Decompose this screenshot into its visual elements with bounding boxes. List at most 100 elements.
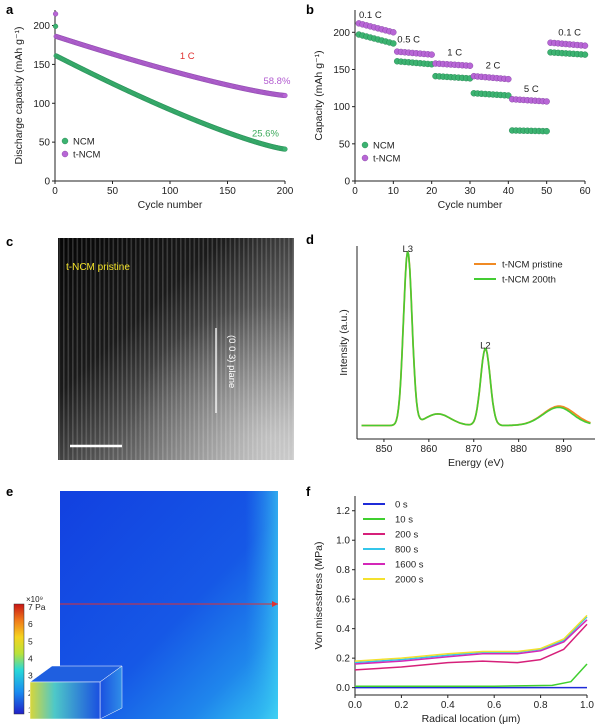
legend-label: 2000 s: [395, 575, 424, 586]
colorbar-tick-label: 7 Pa: [28, 602, 46, 612]
data-point: [282, 92, 288, 99]
x-tick-label: 20: [426, 186, 438, 197]
y-tick-label: 0.4: [336, 624, 350, 635]
x-tick-label: 60: [579, 186, 591, 197]
legend-label: 0 s: [395, 500, 408, 511]
colorbar-exponent: ×10⁹: [26, 595, 43, 604]
y-tick-label: 200: [333, 28, 350, 39]
annotation: 58.8%: [263, 76, 290, 87]
annotation: 1 C: [180, 51, 195, 62]
panel-label-f: f: [306, 484, 311, 499]
data-point: [466, 62, 474, 69]
x-tick-label: 870: [465, 444, 482, 455]
x-tick-label: 880: [510, 444, 527, 455]
colorbar-tick-label: 5: [28, 636, 33, 646]
legend-marker: [61, 150, 69, 158]
peak-label: L3: [402, 244, 413, 255]
data-point: [505, 75, 512, 83]
y-tick-label: 0: [344, 177, 350, 188]
data-point: [282, 146, 288, 152]
panel-e: e ×10⁹ 7 Pa654321: [0, 478, 300, 726]
legend-label: t-NCM pristine: [502, 260, 563, 271]
radial-arrowhead: [272, 601, 278, 607]
legend-label: 10 s: [395, 515, 413, 526]
y-axis-label: Discharge capacity (mAh g⁻¹): [13, 26, 25, 164]
legend-label: NCM: [73, 137, 95, 148]
panel-label-a: a: [6, 2, 14, 17]
y-tick-label: 0.0: [336, 683, 350, 694]
y-tick-label: 0.2: [336, 654, 350, 665]
micrograph-caption: t-NCM pristine: [66, 262, 130, 273]
x-tick-label: 200: [277, 186, 294, 197]
panel-label-d: d: [306, 232, 314, 247]
data-point: [390, 40, 397, 47]
x-tick-label: 0: [52, 186, 58, 197]
y-axis-label: Von misesstress (MPa): [313, 542, 325, 650]
y-tick-label: 100: [33, 99, 50, 110]
rate-label: 0.1 C: [359, 10, 382, 21]
rate-label: 5 C: [524, 84, 539, 95]
y-tick-label: 0.6: [336, 595, 350, 606]
data-point: [581, 51, 589, 58]
panel-b: b 0 10 20 30 40 50 60 0 50 100 150 200 Cycle number C…: [300, 0, 600, 222]
data-point: [543, 127, 550, 135]
x-tick-label: 150: [219, 186, 236, 197]
rate-label: 1 C: [447, 47, 462, 58]
y-tick-label: 50: [339, 139, 351, 150]
x-tick-label: 10: [388, 186, 400, 197]
y-axis-label: Intensity (a.u.): [338, 309, 350, 376]
y-tick-label: 200: [33, 21, 50, 32]
x-tick-label: 100: [162, 186, 179, 197]
x-tick-label: 30: [464, 186, 476, 197]
chart-f: f 0.0 0.2 0.4 0.6 0.8 1.0 0.0 0.2 0.4 0.6 0.8 1.0 1.…: [306, 484, 594, 725]
stress-map-e: e ×10⁹ 7 Pa654321: [6, 484, 278, 720]
legend-label: 200 s: [395, 530, 418, 541]
x-tick-label: 40: [503, 186, 515, 197]
panel-d: d 850 860 870 880 890 Energy (eV) Intensity (a…: [300, 228, 600, 478]
y-tick-label: 50: [39, 138, 51, 149]
series-t-ncm: [52, 11, 288, 99]
curve-2000-s: [354, 614, 588, 662]
data-point: [390, 29, 397, 36]
peak-label: L2: [480, 340, 491, 351]
colorbar-tick-label: 6: [28, 619, 33, 629]
data-point: [52, 23, 59, 29]
x-axis-label: Cycle number: [438, 199, 503, 211]
y-tick-label: 0: [44, 177, 50, 188]
series-ncm: [52, 23, 288, 152]
legend-label: 800 s: [395, 545, 418, 556]
panel-label-e: e: [6, 484, 13, 499]
legend-label: NCM: [373, 141, 395, 152]
x-tick-label: 50: [107, 186, 119, 197]
panel-c: c t-NCM pristine (0 0 3) plane: [0, 228, 300, 468]
x-tick-label: 860: [421, 444, 438, 455]
data-point: [505, 92, 512, 99]
x-tick-label: 850: [376, 444, 393, 455]
x-tick-label: 890: [555, 444, 572, 455]
y-tick-label: 150: [33, 60, 50, 71]
micrograph-c: c t-NCM pristine (0 0 3) plane: [6, 234, 294, 460]
x-tick-label: 50: [541, 186, 553, 197]
chart-a: a 0 50 100 150 200 0 50 100 150 200 Cycle number Di…: [6, 2, 294, 211]
legend-marker: [61, 137, 69, 145]
curve-1600-s: [354, 619, 588, 665]
colorbar-tick-label: 4: [28, 654, 33, 664]
rate-label: 0.1 C: [558, 27, 581, 38]
x-tick-label: 0: [352, 186, 358, 197]
colorbar: [13, 603, 25, 715]
inset-cube: [29, 665, 123, 720]
legend-label: 1600 s: [395, 560, 424, 571]
data-point: [543, 98, 550, 105]
chart-d: d 850 860 870 880 890 Energy (eV) Intensity (a…: [306, 232, 595, 469]
legend-marker: [361, 154, 369, 162]
series-ncm: [355, 31, 589, 135]
data-point: [428, 51, 435, 58]
y-tick-label: 1.0: [336, 536, 350, 547]
y-tick-label: 100: [333, 102, 350, 113]
curve-10-s: [355, 663, 588, 687]
x-axis-label: Radical location (μm): [422, 713, 521, 725]
series-t-ncm: [355, 20, 589, 105]
legend-label: t-NCM 200th: [502, 275, 556, 286]
spectrum-t-ncm-200th: [361, 251, 591, 427]
x-tick-label: 0.8: [534, 700, 548, 711]
